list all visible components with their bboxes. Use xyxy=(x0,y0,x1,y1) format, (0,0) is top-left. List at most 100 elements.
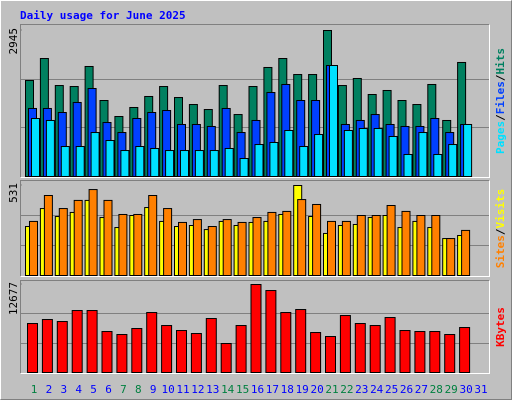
x-tick-label: 24 xyxy=(370,383,384,396)
x-tick-label: 29 xyxy=(445,383,458,396)
bar xyxy=(431,215,441,276)
bar xyxy=(386,205,396,276)
bar xyxy=(399,330,411,374)
bar xyxy=(341,220,351,276)
legend-entry: KBytes xyxy=(494,307,507,347)
x-tick-label: 18 xyxy=(281,383,294,396)
bar xyxy=(222,219,232,276)
bar xyxy=(265,290,277,374)
x-tick-label: 30 xyxy=(459,383,472,396)
legend-entry: Sites xyxy=(494,235,507,268)
legend: Sites/Visits xyxy=(494,189,507,269)
bar xyxy=(209,150,219,178)
legend-entry: Files xyxy=(494,81,507,114)
legend-separator: / xyxy=(494,228,507,235)
bar xyxy=(250,284,262,373)
x-tick-label: 5 xyxy=(90,383,97,396)
bar xyxy=(27,323,38,373)
x-tick-label: 13 xyxy=(206,383,219,396)
bar xyxy=(43,195,53,276)
bar xyxy=(163,208,173,276)
bar xyxy=(416,215,426,276)
bar xyxy=(267,211,277,277)
bar xyxy=(369,325,381,373)
bar xyxy=(146,312,158,373)
bar xyxy=(358,128,368,177)
bar xyxy=(329,65,338,177)
x-tick-label: 4 xyxy=(75,383,82,396)
bar xyxy=(135,146,145,177)
bar xyxy=(237,221,247,277)
bar xyxy=(327,220,336,276)
bar xyxy=(310,332,322,373)
x-tick-label: 16 xyxy=(251,383,264,396)
bar xyxy=(205,318,217,374)
x-tick-label: 3 xyxy=(60,383,67,396)
bar xyxy=(254,144,264,178)
x-tick-label: 8 xyxy=(135,383,142,396)
bar xyxy=(161,325,173,373)
bar xyxy=(433,153,443,177)
bar xyxy=(45,119,55,178)
x-tick-label: 9 xyxy=(150,383,157,396)
panel-bevel xyxy=(20,24,490,178)
bar xyxy=(280,312,292,373)
bar xyxy=(418,132,428,178)
bar xyxy=(88,189,98,276)
bar xyxy=(60,146,70,177)
x-tick-label: 10 xyxy=(161,383,174,396)
x-tick-label: 21 xyxy=(325,383,338,396)
x-tick-label: 23 xyxy=(355,383,368,396)
bar xyxy=(41,319,53,373)
bar xyxy=(86,310,98,373)
x-tick-label: 28 xyxy=(430,383,443,396)
bar xyxy=(118,213,128,276)
bar xyxy=(325,336,336,373)
bar xyxy=(284,129,294,177)
x-tick-label: 15 xyxy=(236,383,249,396)
bar xyxy=(252,217,262,277)
x-tick-label: 27 xyxy=(415,383,428,396)
x-tick-label: 12 xyxy=(191,383,204,396)
bar xyxy=(192,219,202,276)
panel-bevel xyxy=(20,180,490,277)
bar xyxy=(194,150,204,178)
y-tick-label: 2945 xyxy=(7,28,20,55)
panel-bevel xyxy=(20,180,490,277)
bar xyxy=(150,147,160,177)
bar xyxy=(371,215,381,276)
x-tick-label: 7 xyxy=(120,383,127,396)
bar xyxy=(90,132,100,178)
x-tick-label: 1 xyxy=(31,383,38,396)
bar xyxy=(299,146,309,177)
bar xyxy=(373,128,383,177)
bar xyxy=(461,229,471,276)
x-tick-label: 17 xyxy=(266,383,279,396)
legend-entry: Hits xyxy=(494,48,507,75)
bar xyxy=(448,144,458,178)
x-tick-label: 6 xyxy=(105,383,112,396)
bar xyxy=(239,158,249,177)
bar xyxy=(295,309,307,373)
panel-bevel xyxy=(20,280,490,374)
bar xyxy=(414,331,426,374)
x-tick-label: 31 xyxy=(474,383,487,396)
bar xyxy=(220,343,232,374)
legend-separator: / xyxy=(494,114,507,121)
y-tick-label: 12677 xyxy=(7,282,20,315)
bar xyxy=(356,215,366,276)
bar xyxy=(73,199,83,276)
bar xyxy=(384,317,396,374)
bar xyxy=(133,213,143,276)
bar xyxy=(429,331,441,374)
bar xyxy=(444,334,456,373)
bar xyxy=(446,238,456,276)
x-tick-label: 2 xyxy=(46,383,53,396)
bar xyxy=(103,199,113,276)
bar xyxy=(180,150,189,178)
chart-title: Daily usage for June 2025 xyxy=(20,9,186,22)
bar xyxy=(297,199,307,276)
bar xyxy=(401,210,411,276)
